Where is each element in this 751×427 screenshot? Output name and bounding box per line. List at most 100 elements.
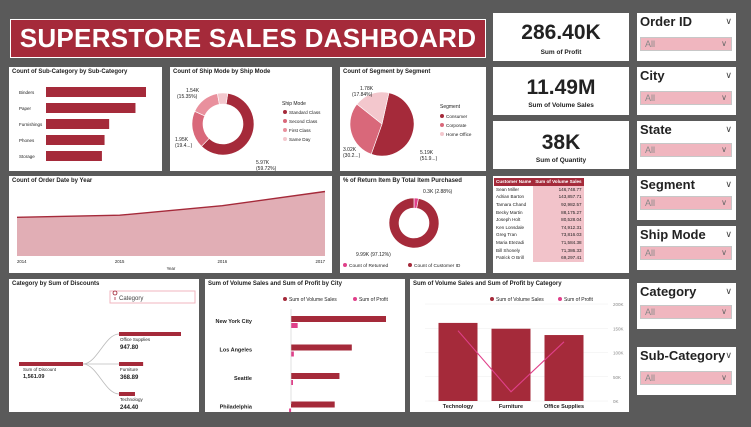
customer-table-card[interactable]: Customer Name Sum of Volume Sales Sean M…: [493, 176, 629, 273]
slicer-dropdown[interactable]: All ∨: [640, 196, 732, 210]
bar[interactable]: [291, 373, 340, 379]
subcategory-chart-card[interactable]: Count of Sub-Category by Sub-Category Bi…: [9, 67, 162, 171]
pie-slice[interactable]: [356, 91, 390, 125]
bar[interactable]: [46, 135, 105, 145]
shipmode-chart-card[interactable]: Count of Ship Mode by Ship Mode 5.97K (59…: [170, 67, 332, 171]
bar[interactable]: [46, 103, 136, 113]
chevron-down-icon[interactable]: ∨: [725, 124, 732, 134]
chevron-down-icon[interactable]: ∨: [725, 229, 732, 239]
customer-table[interactable]: Customer Name Sum of Volume Sales Sean M…: [494, 178, 584, 262]
table-row[interactable]: Becky Martin 88,175.27: [494, 208, 584, 216]
legend-dot[interactable]: [558, 297, 562, 301]
table-row[interactable]: Maria Etezadi 71,584.38: [494, 238, 584, 247]
slicer-ship-mode[interactable]: Ship Mode ∨ All ∨: [637, 226, 736, 270]
legend-dot[interactable]: [440, 123, 444, 127]
bar[interactable]: [291, 323, 298, 328]
bar[interactable]: [291, 351, 294, 357]
legend-dot[interactable]: [283, 297, 287, 301]
bar[interactable]: [291, 401, 335, 408]
area-fill[interactable]: [17, 191, 325, 256]
subcategory-bar-chart[interactable]: Binders Paper Furnishings Phones Storage: [9, 67, 162, 171]
bar[interactable]: [291, 344, 352, 351]
slicer-order-id[interactable]: Order ID ∨ All ∨: [637, 13, 736, 61]
returns-donut-chart[interactable]: 0.3K (2.88%) 9.99K (97.12%) Count of Retur…: [340, 176, 486, 273]
legend-dot[interactable]: [490, 297, 494, 301]
area-line[interactable]: [16, 190, 326, 219]
chevron-down-icon[interactable]: ∨: [725, 16, 732, 26]
chevron-down-icon[interactable]: ∨: [725, 350, 732, 360]
slicer-label: Category: [119, 296, 143, 302]
orderdate-chart-card[interactable]: Count of Order Date by Year 2014 2015 2016…: [9, 176, 332, 273]
discount-decomposition-tree[interactable]: Category Sum of Discount 1,561.09 Office Su…: [9, 279, 199, 412]
table-row[interactable]: Sean Miller 146,748.77: [494, 185, 584, 194]
category-combo-chart[interactable]: Sum of Volume Sales Sum of Profit 200K 150K…: [410, 279, 629, 412]
pie-slice[interactable]: [370, 92, 415, 157]
legend-dot[interactable]: [283, 110, 287, 114]
bar[interactable]: [291, 380, 293, 385]
table-row[interactable]: Bill Shonely 71,386.33: [494, 246, 584, 254]
bar[interactable]: [491, 328, 531, 401]
pie-slice[interactable]: [388, 197, 440, 249]
table-row[interactable]: Greg Tran 73,816.03: [494, 231, 584, 239]
table-row[interactable]: Adrian Barton 143,857.71: [494, 193, 584, 201]
legend-dot[interactable]: [283, 137, 287, 141]
bar[interactable]: [291, 316, 386, 322]
branch-bar[interactable]: [119, 332, 181, 336]
slicer-sub-category[interactable]: Sub-Category ∨ All ∨: [637, 347, 736, 395]
city-bar-chart[interactable]: Sum of Volume Sales Sum of Profit New York…: [205, 279, 405, 412]
discount-chart-card[interactable]: Category by Sum of Discounts Category Sum…: [9, 279, 199, 412]
profit-line[interactable]: [457, 330, 565, 393]
root-bar[interactable]: [19, 362, 83, 366]
slicer-city[interactable]: City ∨ All ∨: [637, 67, 736, 115]
slicer-dropdown[interactable]: All ∨: [640, 305, 732, 319]
bar[interactable]: [544, 335, 584, 401]
legend-dot[interactable]: [440, 132, 444, 136]
bar[interactable]: [46, 119, 110, 129]
pie-slice[interactable]: [201, 93, 255, 156]
table-header[interactable]: Customer Name: [494, 178, 534, 186]
legend-dot[interactable]: [343, 263, 347, 267]
connector[interactable]: [82, 333, 120, 365]
legend-dot[interactable]: [440, 114, 444, 118]
chevron-down-icon[interactable]: ∨: [725, 70, 732, 80]
category-slicer-box[interactable]: [109, 290, 196, 304]
pie-slice[interactable]: [217, 92, 229, 105]
city-chart-card[interactable]: Sum of Volume Sales and Sum of Profit by…: [205, 279, 405, 412]
slicer-dropdown[interactable]: All ∨: [640, 37, 732, 51]
slicer-dropdown[interactable]: All ∨: [640, 143, 732, 157]
pie-slice[interactable]: [191, 110, 210, 147]
segment-chart-card[interactable]: Count of Segment by Segment 5.19K (51.9..…: [340, 67, 486, 171]
slicer-dropdown[interactable]: All ∨: [640, 246, 732, 260]
bar[interactable]: [46, 151, 102, 161]
segment-pie-chart[interactable]: 5.19K(51.9...) 3.02K(30.2...) 1.78K(17.84%…: [340, 67, 486, 171]
table-row[interactable]: Ken Lonsdale 74,912.31: [494, 223, 584, 232]
legend-dot[interactable]: [283, 128, 287, 132]
chevron-down-icon[interactable]: ∨: [725, 286, 732, 296]
bar[interactable]: [289, 408, 292, 413]
branch-bar[interactable]: [119, 362, 144, 366]
table-row[interactable]: Patrick O Brill 69,297.41: [494, 253, 584, 262]
bar[interactable]: [438, 322, 478, 401]
legend-dot[interactable]: [408, 263, 412, 267]
slicer-category[interactable]: Category ∨ All ∨: [637, 283, 736, 329]
pie-slice[interactable]: [194, 93, 220, 117]
slicer-state[interactable]: State ∨ All ∨: [637, 121, 736, 169]
table-header[interactable]: Sum of Volume Sales: [533, 178, 584, 186]
location-pin-icon[interactable]: [112, 290, 118, 300]
connector[interactable]: [82, 363, 120, 395]
branch-bar[interactable]: [119, 392, 135, 396]
table-row[interactable]: Joseph Holt 80,528.04: [494, 215, 584, 224]
bar[interactable]: [46, 87, 146, 97]
category-chart-card[interactable]: Sum of Volume Sales and Sum of Profit by…: [410, 279, 629, 412]
returns-chart-card[interactable]: % of Return Item By Total Item Purchased…: [340, 176, 486, 273]
table-row[interactable]: Tamara Chand 92,982.57: [494, 200, 584, 209]
slicer-segment[interactable]: Segment ∨ All ∨: [637, 176, 736, 220]
orderdate-area-chart[interactable]: 2014 2015 2016 2017 Year: [9, 176, 332, 273]
legend-dot[interactable]: [353, 297, 357, 301]
legend-dot[interactable]: [283, 119, 287, 123]
chevron-down-icon[interactable]: ∨: [725, 179, 732, 189]
pie-slice[interactable]: [349, 103, 383, 155]
slicer-dropdown[interactable]: All ∨: [640, 91, 732, 105]
shipmode-donut-chart[interactable]: 5.97K(59.72%) 1.95K(19.4...) 1.54K(15.35%)…: [170, 67, 332, 171]
slicer-dropdown[interactable]: All ∨: [640, 371, 732, 385]
